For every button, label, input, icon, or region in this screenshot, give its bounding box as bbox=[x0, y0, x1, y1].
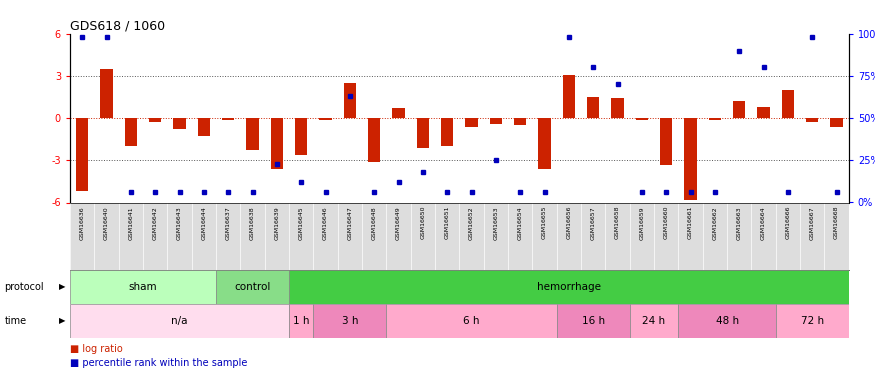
Bar bbox=[216, 270, 289, 304]
Text: GSM16649: GSM16649 bbox=[396, 206, 401, 240]
Bar bbox=[587, 97, 599, 118]
Bar bbox=[612, 99, 624, 118]
Bar bbox=[733, 101, 746, 118]
Bar bbox=[758, 107, 770, 118]
Bar bbox=[830, 118, 843, 127]
Text: ▶: ▶ bbox=[60, 316, 66, 325]
Text: GSM16642: GSM16642 bbox=[152, 206, 158, 240]
Bar bbox=[319, 118, 332, 120]
Bar bbox=[441, 118, 453, 146]
Text: GSM16653: GSM16653 bbox=[493, 206, 499, 240]
Text: GSM16661: GSM16661 bbox=[688, 206, 693, 239]
Text: GSM16647: GSM16647 bbox=[347, 206, 353, 240]
Text: GSM16638: GSM16638 bbox=[250, 206, 255, 240]
Text: GSM16651: GSM16651 bbox=[444, 206, 450, 239]
Text: GSM16659: GSM16659 bbox=[640, 206, 644, 240]
Text: 3 h: 3 h bbox=[341, 316, 358, 326]
Text: ■ log ratio: ■ log ratio bbox=[70, 344, 122, 354]
Bar bbox=[70, 304, 289, 338]
Text: n/a: n/a bbox=[172, 316, 188, 326]
Bar bbox=[416, 118, 429, 148]
Bar bbox=[776, 304, 849, 338]
Text: 6 h: 6 h bbox=[463, 316, 480, 326]
Text: GSM16636: GSM16636 bbox=[80, 206, 85, 240]
Text: GSM16662: GSM16662 bbox=[712, 206, 718, 240]
Bar bbox=[247, 118, 259, 150]
Text: GSM16658: GSM16658 bbox=[615, 206, 620, 239]
Text: 72 h: 72 h bbox=[801, 316, 823, 326]
Bar bbox=[270, 118, 283, 169]
Text: 16 h: 16 h bbox=[582, 316, 605, 326]
Bar bbox=[344, 83, 356, 118]
Text: GSM16664: GSM16664 bbox=[761, 206, 766, 240]
Text: 48 h: 48 h bbox=[716, 316, 738, 326]
Bar bbox=[538, 118, 550, 169]
Text: GSM16641: GSM16641 bbox=[129, 206, 133, 240]
Bar bbox=[289, 304, 313, 338]
Text: hemorrhage: hemorrhage bbox=[537, 282, 601, 292]
Bar bbox=[678, 304, 776, 338]
Bar bbox=[125, 118, 136, 146]
Bar bbox=[289, 270, 849, 304]
Bar bbox=[198, 118, 210, 136]
Bar bbox=[806, 118, 818, 122]
Text: GSM16655: GSM16655 bbox=[542, 206, 547, 239]
Bar bbox=[149, 118, 161, 122]
Text: GSM16660: GSM16660 bbox=[664, 206, 668, 239]
Bar bbox=[368, 118, 381, 162]
Text: GSM16667: GSM16667 bbox=[809, 206, 815, 240]
Bar bbox=[684, 118, 696, 200]
Text: GSM16639: GSM16639 bbox=[275, 206, 279, 240]
Text: ▶: ▶ bbox=[60, 282, 66, 291]
Text: GSM16644: GSM16644 bbox=[201, 206, 206, 240]
Bar bbox=[709, 118, 721, 120]
Text: GSM16650: GSM16650 bbox=[420, 206, 425, 239]
Text: GSM16666: GSM16666 bbox=[786, 206, 790, 239]
Bar bbox=[173, 118, 186, 129]
Text: 1 h: 1 h bbox=[293, 316, 310, 326]
Text: GSM16643: GSM16643 bbox=[177, 206, 182, 240]
Bar bbox=[76, 118, 88, 191]
Text: ■ percentile rank within the sample: ■ percentile rank within the sample bbox=[70, 358, 248, 368]
Text: GSM16654: GSM16654 bbox=[518, 206, 522, 240]
Text: GSM16645: GSM16645 bbox=[298, 206, 304, 240]
Bar bbox=[630, 304, 678, 338]
Bar bbox=[313, 304, 387, 338]
Bar bbox=[466, 118, 478, 127]
Bar bbox=[70, 270, 216, 304]
Bar bbox=[563, 75, 575, 118]
Bar bbox=[514, 118, 526, 125]
Text: GSM16648: GSM16648 bbox=[372, 206, 377, 240]
Text: GSM16637: GSM16637 bbox=[226, 206, 231, 240]
Text: GSM16652: GSM16652 bbox=[469, 206, 474, 240]
Text: control: control bbox=[234, 282, 270, 292]
Text: GSM16657: GSM16657 bbox=[591, 206, 596, 240]
Bar bbox=[556, 304, 630, 338]
Bar bbox=[101, 69, 113, 118]
Bar bbox=[782, 90, 794, 118]
Text: GDS618 / 1060: GDS618 / 1060 bbox=[70, 20, 165, 33]
Text: sham: sham bbox=[129, 282, 158, 292]
Bar bbox=[393, 108, 404, 118]
Text: time: time bbox=[4, 316, 26, 326]
Bar bbox=[660, 118, 672, 165]
Text: GSM16640: GSM16640 bbox=[104, 206, 109, 240]
Text: GSM16663: GSM16663 bbox=[737, 206, 742, 240]
Bar bbox=[295, 118, 307, 154]
Text: GSM16668: GSM16668 bbox=[834, 206, 839, 239]
Text: 24 h: 24 h bbox=[642, 316, 666, 326]
Bar bbox=[387, 304, 556, 338]
Text: GSM16646: GSM16646 bbox=[323, 206, 328, 240]
Bar bbox=[490, 118, 502, 124]
Bar bbox=[636, 118, 648, 120]
Text: GSM16656: GSM16656 bbox=[566, 206, 571, 239]
Bar bbox=[222, 118, 234, 120]
Text: protocol: protocol bbox=[4, 282, 44, 292]
